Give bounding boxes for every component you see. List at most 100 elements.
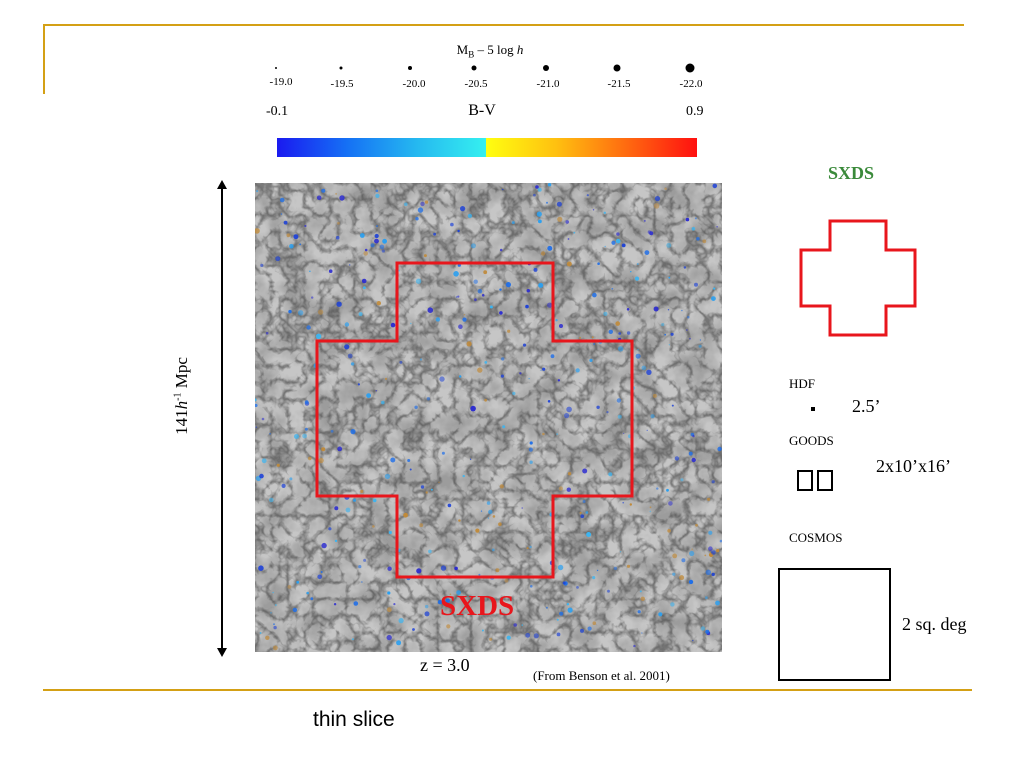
galaxy-point [390,322,396,328]
galaxy-point [689,338,691,340]
galaxy-point [646,369,652,375]
galaxy-point [398,618,404,624]
galaxy-point [269,497,274,503]
galaxy-point [376,301,381,306]
galaxy-point [457,229,460,233]
galaxy-point [667,529,671,533]
color-scale-title: B-V [468,102,496,119]
galaxy-point [334,506,339,511]
galaxy-point [686,329,688,331]
galaxy-point [626,308,630,311]
hdf-footprint [811,407,815,411]
galaxy-point [521,507,523,509]
galaxy-point [498,522,502,526]
magnitude-value: -21.0 [536,78,560,90]
galaxy-point [545,606,548,609]
galaxy-point [547,183,552,187]
galaxy-point [351,638,354,641]
galaxy-point [653,306,659,312]
galaxy-point [501,357,505,361]
galaxy-point [281,483,286,488]
galaxy-point [704,554,707,557]
galaxy-point [649,231,654,236]
galaxy-point [636,263,639,265]
galaxy-point [550,354,555,359]
galaxy-point [256,190,259,193]
galaxy-point [328,269,333,273]
galaxy-point [536,211,542,217]
galaxy-point [415,217,419,221]
galaxy-point [713,287,716,290]
galaxy-point [366,393,371,398]
galaxy-point [360,489,364,493]
galaxy-point [512,391,516,396]
cosmos-footprint [778,568,891,681]
galaxy-point [635,353,641,359]
galaxy-point [441,451,445,455]
galaxy-point [626,331,631,335]
galaxy-point [386,634,392,641]
galaxy-point [445,598,450,603]
galaxy-point [556,632,561,637]
galaxy-point [478,573,481,576]
galaxy-point [337,446,343,452]
galaxy-point [711,550,716,555]
galaxy-point [644,250,650,255]
galaxy-point [511,221,515,225]
galaxy-point [424,611,430,617]
galaxy-point [345,507,351,513]
galaxy-point [304,427,308,431]
galaxy-point [692,434,695,438]
galaxy-point [528,378,530,380]
galaxy-point [423,254,427,258]
galaxy-point [589,358,593,362]
frame-bottom-rule [43,689,972,691]
galaxy-point [272,591,274,594]
galaxy-point [694,217,697,220]
galaxy-point [275,256,281,262]
galaxy-point [558,486,563,491]
hdf-label: HDF [789,376,816,391]
galaxy-point [310,597,314,601]
galaxy-point [381,249,385,253]
galaxy-point [691,227,696,231]
galaxy-point [361,581,363,583]
goods-footprint [817,470,833,491]
galaxy-point [480,510,483,512]
galaxy-point [375,390,377,392]
galaxy-point [298,310,304,316]
galaxy-point [304,224,307,228]
galaxy-point [582,468,588,474]
galaxy-point [564,413,570,419]
galaxy-point [335,193,337,195]
galaxy-point [688,451,693,456]
galaxy-point [311,296,314,299]
galaxy-point [547,400,551,403]
galaxy-point [484,361,488,364]
galaxy-point [286,233,291,238]
galaxy-point [556,433,558,435]
galaxy-point [265,331,269,335]
galaxy-point [488,509,493,515]
magnitude-dot [613,64,621,72]
box-size-label: 141h-1 Mpc [172,357,191,435]
arrow-down-icon [217,648,227,657]
galaxy-point [708,530,713,535]
galaxy-point [593,343,595,345]
galaxy-point [433,232,436,236]
galaxy-point [707,497,711,501]
galaxy-point [640,596,645,601]
galaxy-point [596,569,599,572]
galaxy-point [540,369,542,371]
galaxy-point [705,569,711,575]
galaxy-point [276,463,280,467]
galaxy-point [619,551,622,553]
galaxy-point [556,201,562,207]
galaxy-point [489,305,493,309]
galaxy-point [646,429,648,431]
galaxy-point [390,457,396,463]
galaxy-point [499,484,504,489]
magnitude-dot [408,66,412,70]
galaxy-point [339,195,345,201]
galaxy-point [587,626,592,631]
